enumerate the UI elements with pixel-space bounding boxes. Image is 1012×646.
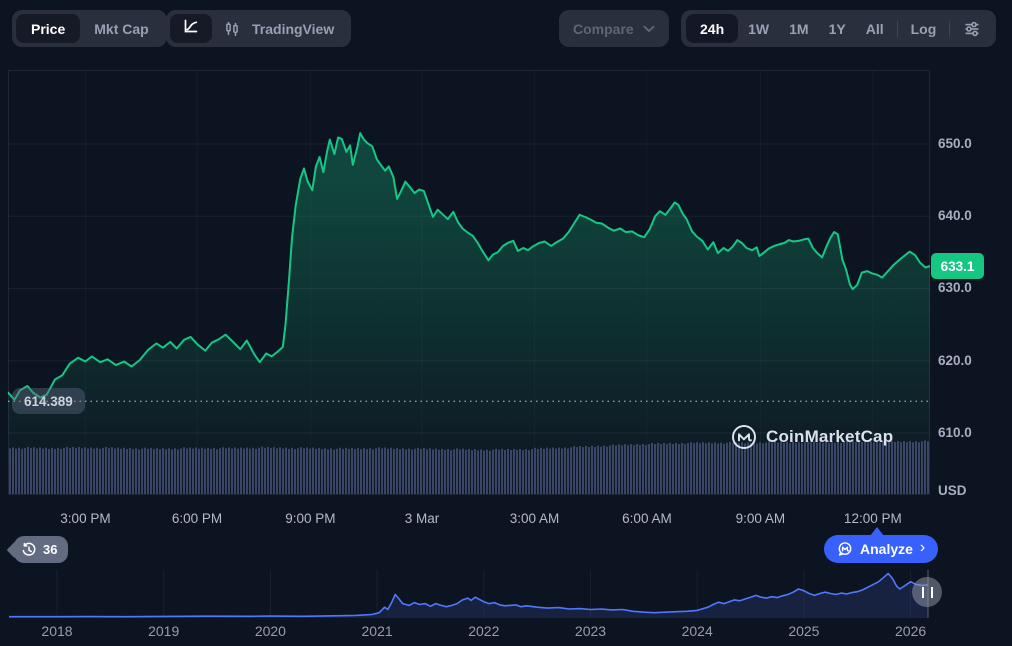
y-axis-tick: 620.0 [938, 352, 972, 368]
line-chart-type-button[interactable] [170, 14, 212, 43]
cmc-bubble-icon [837, 541, 853, 557]
y-axis-tick: 630.0 [938, 280, 972, 296]
year-tick: 2023 [574, 623, 607, 639]
chevron-down-icon [643, 25, 655, 33]
log-scale-toggle[interactable]: Log [910, 20, 937, 37]
year-tick: 2022 [468, 623, 500, 639]
x-axis-tick: 3:00 PM [60, 511, 111, 526]
date-range-selector-chart[interactable] [8, 570, 930, 618]
price-mktcap-toggle: Price Mkt Cap [12, 10, 167, 47]
price-chart-plot[interactable] [7, 70, 931, 495]
coinmarketcap-watermark: CoinMarketCap [731, 424, 893, 450]
divider [896, 20, 898, 37]
watermark-text: CoinMarketCap [766, 427, 894, 446]
analyze-label: Analyze [860, 541, 913, 557]
current-price-badge: 633.1 [931, 253, 984, 280]
range-1m[interactable]: 1M [789, 20, 809, 37]
reference-price-label: 614.389 [12, 388, 85, 415]
range-1w[interactable]: 1W [748, 20, 770, 37]
chevron-right-icon: › [919, 539, 926, 556]
x-axis-tick: 12:00 PM [843, 511, 902, 526]
year-tick: 2024 [681, 623, 713, 639]
tab-price[interactable]: Price [16, 14, 81, 43]
range-scrubber-handle[interactable] [912, 577, 942, 607]
chart-settings-button[interactable] [953, 14, 991, 43]
chart-type-toggle: TradingView [166, 10, 352, 47]
clock-history-icon [21, 542, 37, 558]
compare-button[interactable]: Compare [559, 10, 669, 47]
x-axis-tick: 9:00 AM [735, 511, 786, 526]
year-tick: 2026 [895, 623, 927, 639]
year-tick: 2018 [41, 623, 73, 639]
x-axis-tick: 6:00 AM [622, 511, 672, 526]
history-count: 36 [43, 542, 58, 557]
x-axis-tick: 3:00 AM [509, 511, 560, 526]
time-range-group: 24h 1W 1M 1Y All Log [681, 10, 997, 47]
year-tick: 2021 [361, 623, 393, 639]
coinmarketcap-logo-icon [731, 424, 757, 450]
divider [949, 20, 951, 37]
x-axis-tick: 3 Mar [404, 511, 440, 526]
sliders-icon [963, 20, 981, 38]
y-axis-unit-label: USD [938, 483, 967, 498]
analyze-tooltip-arrow [870, 527, 884, 536]
y-axis-tick: 650.0 [938, 135, 972, 151]
y-axis-tick: 640.0 [938, 208, 972, 224]
y-axis-tick: 610.0 [938, 424, 972, 440]
pause-bars-icon [921, 586, 933, 598]
range-1y[interactable]: 1Y [828, 20, 846, 37]
tradingview-button[interactable]: TradingView [252, 20, 335, 37]
range-all[interactable]: All [865, 20, 884, 37]
line-chart-icon [182, 17, 200, 40]
compare-label: Compare [573, 20, 634, 37]
history-count-badge[interactable]: 36 [14, 536, 69, 563]
year-tick: 2020 [254, 623, 286, 639]
tab-mkt-cap[interactable]: Mkt Cap [94, 20, 149, 37]
analyze-button[interactable]: Analyze › [824, 535, 939, 563]
year-tick: 2019 [148, 623, 180, 639]
year-tick: 2025 [788, 623, 820, 639]
candlestick-icon[interactable] [223, 20, 241, 38]
range-24h[interactable]: 24h [686, 14, 739, 43]
x-axis-tick: 6:00 PM [171, 511, 223, 526]
x-axis-tick: 9:00 PM [285, 511, 336, 526]
